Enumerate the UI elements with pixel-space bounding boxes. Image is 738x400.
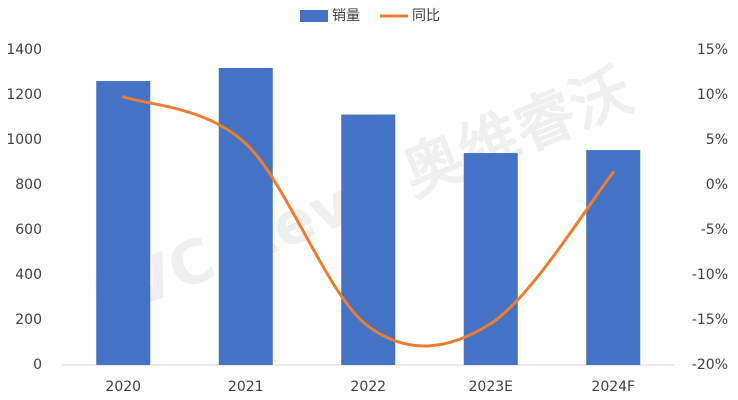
y2-tick-label: -10%	[692, 267, 728, 283]
y-tick-label: 1000	[6, 132, 42, 148]
bar	[341, 114, 396, 365]
legend-swatch	[300, 10, 328, 22]
y-tick-label: 1400	[6, 42, 42, 58]
y2-tick-label: 10%	[697, 87, 728, 103]
legend-label: 销量	[332, 8, 360, 24]
y2-tick-label: 0%	[706, 177, 728, 193]
bar	[463, 153, 518, 365]
x-tick-label: 2022	[350, 379, 386, 395]
y-tick-label: 0	[33, 357, 42, 373]
y-tick-label: 800	[15, 177, 42, 193]
y2-tick-label: -5%	[701, 222, 728, 238]
y2-tick-label: -20%	[692, 357, 728, 373]
x-tick-label: 2021	[228, 379, 264, 395]
y-tick-label: 200	[15, 312, 42, 328]
y-tick-label: 400	[15, 267, 42, 283]
legend-label: 同比	[412, 8, 440, 24]
x-tick-label: 2024F	[591, 379, 635, 395]
y2-tick-label: 5%	[706, 132, 728, 148]
bar	[218, 68, 273, 365]
y2-tick-label: -15%	[692, 312, 728, 328]
y-tick-label: 1200	[6, 87, 42, 103]
y2-tick-label: 15%	[697, 42, 728, 58]
line	[121, 95, 615, 348]
y-tick-label: 600	[15, 222, 42, 238]
x-tick-label: 2023E	[469, 379, 513, 395]
x-tick-label: 2020	[105, 379, 141, 395]
bar	[96, 81, 151, 366]
bar	[586, 150, 641, 365]
